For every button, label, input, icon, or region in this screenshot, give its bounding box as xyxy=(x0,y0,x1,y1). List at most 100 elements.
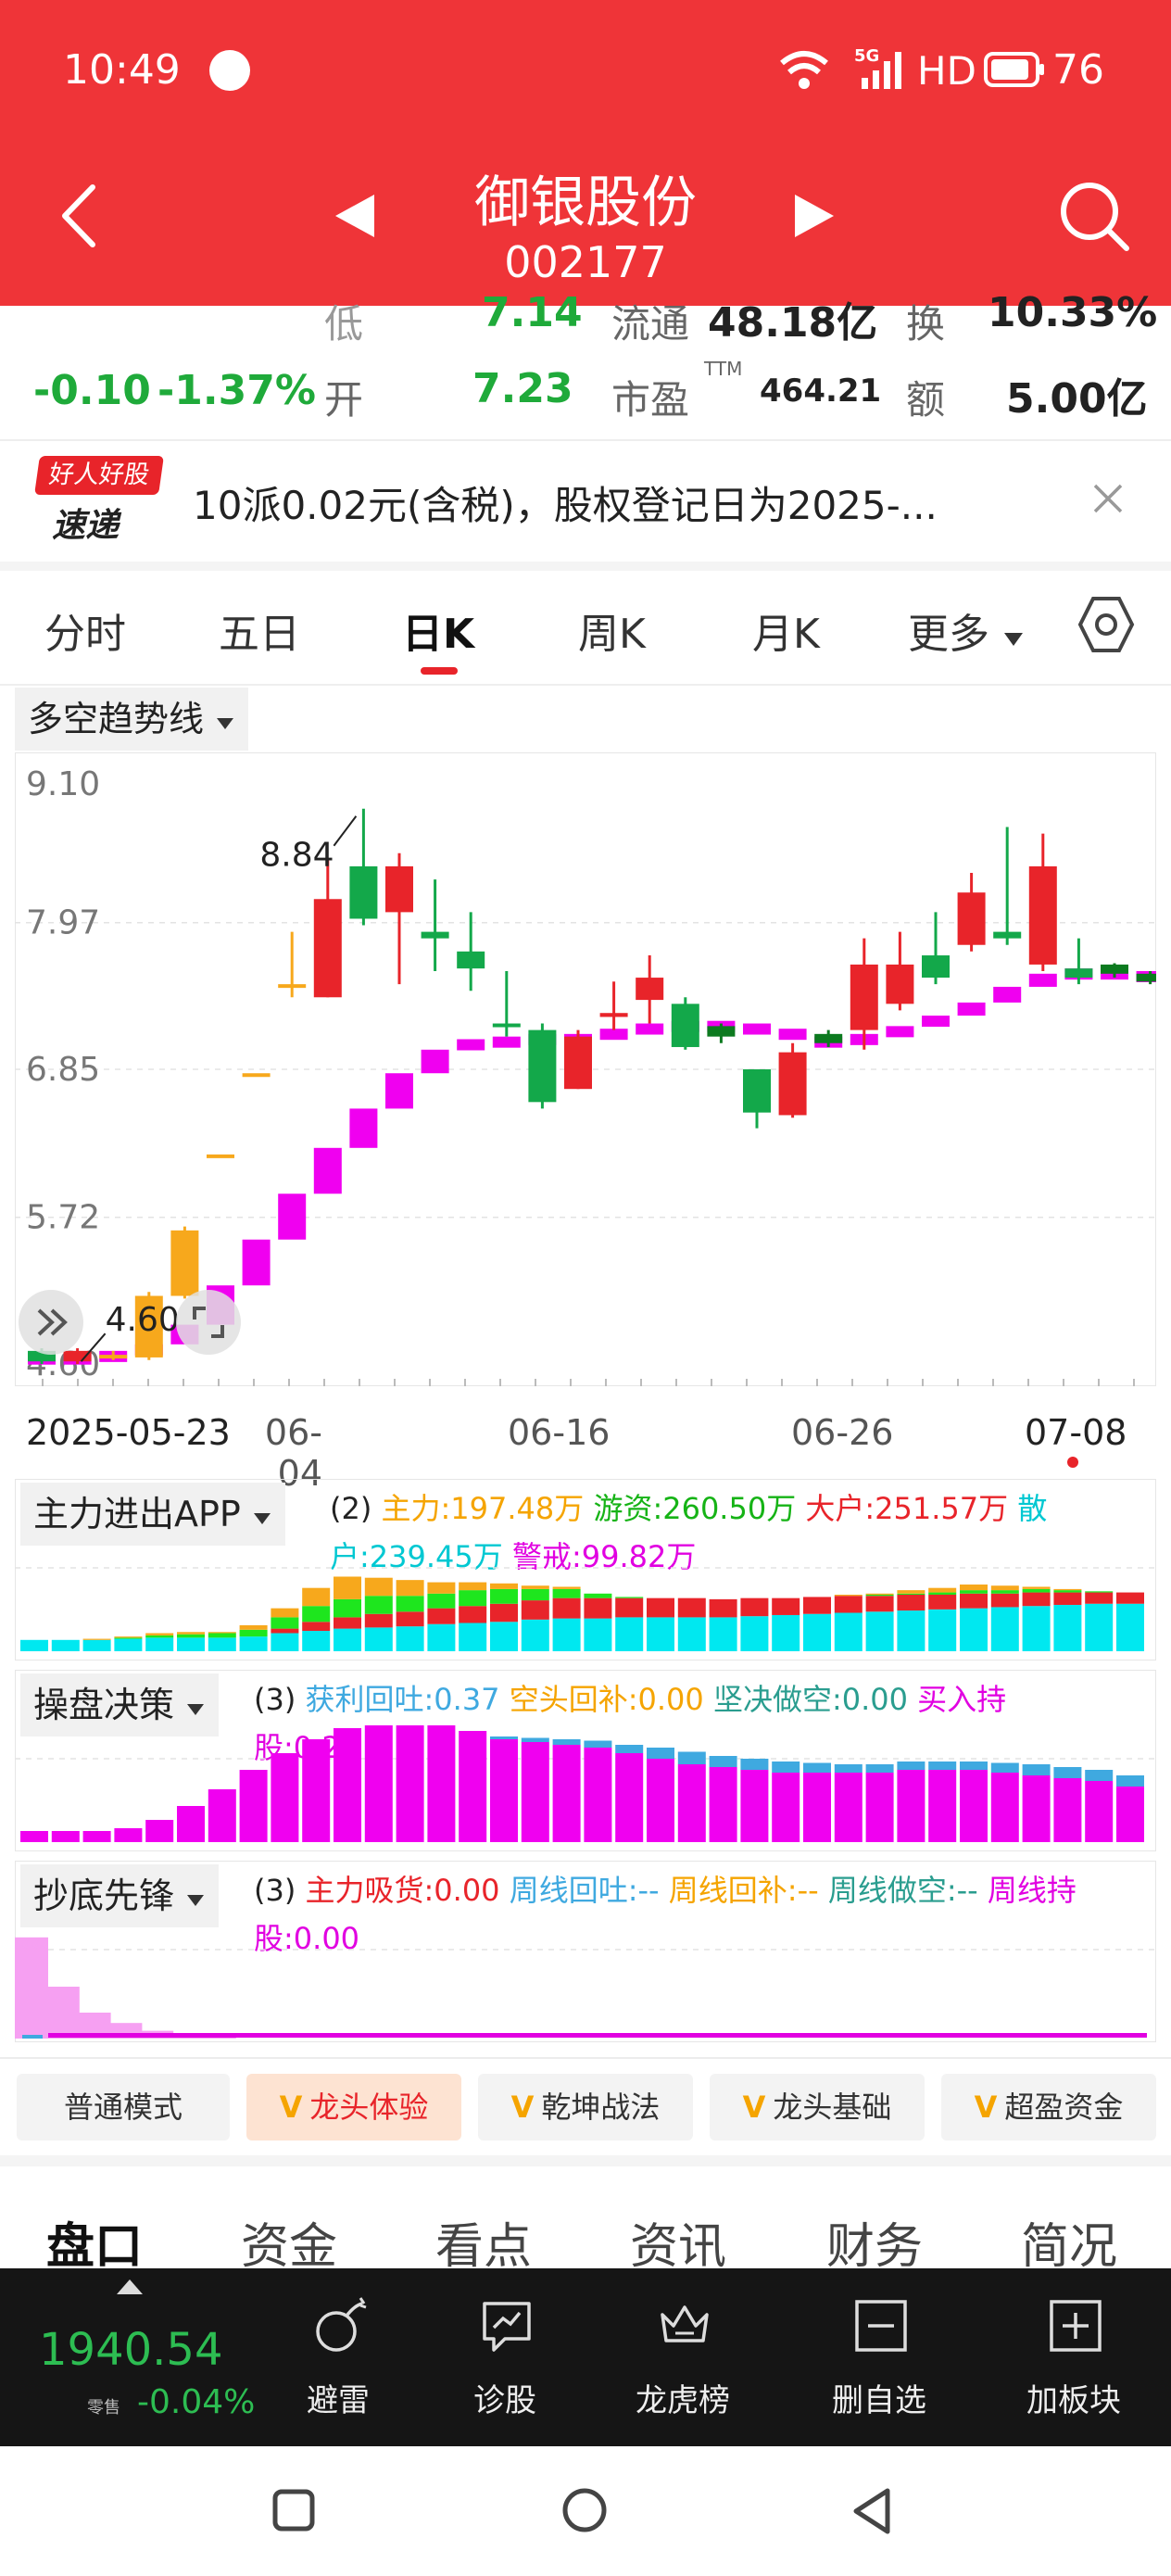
mode-normal-button[interactable]: 普通模式 xyxy=(17,2074,230,2140)
red-bar xyxy=(990,1593,1019,1608)
back-icon[interactable] xyxy=(850,2487,893,2535)
prev-stock-icon[interactable] xyxy=(334,193,376,239)
expand-left-button[interactable] xyxy=(19,1290,83,1355)
candle-body xyxy=(886,964,914,1004)
magenta-bar xyxy=(615,1753,644,1842)
orange-bar xyxy=(145,1633,174,1635)
magenta-bar xyxy=(1085,1781,1114,1842)
green-bar xyxy=(928,1592,957,1595)
mode-longtou-tiyan-button[interactable]: V 龙头体验 xyxy=(246,2074,461,2140)
home-icon[interactable] xyxy=(561,2487,608,2533)
pe-value: 464.21 xyxy=(760,373,882,410)
tab-wuri[interactable]: 五日 xyxy=(219,611,300,658)
indicator2-selector[interactable]: 操盘决策 xyxy=(20,1673,220,1736)
add-sector-button[interactable]: 加板块 xyxy=(1004,2268,1143,2446)
tab-rik[interactable]: 日K xyxy=(402,611,475,658)
blue-bar xyxy=(834,1764,863,1773)
candle-body xyxy=(1101,964,1128,974)
network-type: 5G xyxy=(854,46,880,66)
news-banner[interactable]: 好人好股 速递 10派0.02元(含税)，股权登记日为2025-... xyxy=(0,441,1171,562)
chart-chat-icon xyxy=(483,2302,531,2352)
cyan-bar xyxy=(427,1623,456,1651)
orange-bar xyxy=(114,1636,143,1638)
battery-icon xyxy=(984,52,1044,87)
bomb-icon xyxy=(316,2297,367,2352)
mode-longtou-jichu-button[interactable]: V 龙头基础 xyxy=(710,2074,925,2140)
x-label-end: 07-08 xyxy=(1025,1412,1127,1453)
red-bar xyxy=(928,1595,957,1610)
action-label: 避雷 xyxy=(307,2382,370,2419)
indicator3-selector[interactable]: 抄底先锋 xyxy=(20,1864,220,1927)
candle-body xyxy=(1136,973,1156,982)
avoid-risk-button[interactable]: 避雷 xyxy=(269,2268,408,2446)
tab-zixun[interactable]: 资讯 xyxy=(630,2219,727,2275)
remove-watchlist-button[interactable]: 删自选 xyxy=(810,2268,949,2446)
tab-zhouk[interactable]: 周K xyxy=(578,611,646,658)
indicator3-chart xyxy=(15,1937,1156,2039)
tab-caiwu[interactable]: 财务 xyxy=(826,2219,924,2275)
fullscreen-button[interactable] xyxy=(176,1290,241,1355)
recent-apps-icon[interactable] xyxy=(272,2489,315,2532)
diagnose-button[interactable]: 诊股 xyxy=(435,2268,574,2446)
pe-label: 市盈 xyxy=(611,377,690,423)
mode-qiankun-button[interactable]: V 乾坤战法 xyxy=(478,2074,693,2140)
mode-label: 龙头体验 xyxy=(309,2090,429,2125)
blue-bar xyxy=(647,1748,674,1759)
trend-block xyxy=(492,1036,521,1048)
tab-zijin[interactable]: 资金 xyxy=(241,2219,338,2275)
index-ticker[interactable]: 1940.54 零售 -0.04% xyxy=(0,2268,269,2446)
blue-bar xyxy=(1116,1775,1144,1787)
next-stock-icon[interactable] xyxy=(793,193,836,239)
cyan-bar xyxy=(990,1607,1019,1651)
cyan-bar xyxy=(177,1637,205,1651)
search-icon[interactable] xyxy=(1058,180,1132,254)
orange-bar xyxy=(364,1577,393,1597)
green-bar xyxy=(552,1588,581,1598)
indicator1-selector[interactable]: 主力进出APP xyxy=(20,1483,285,1546)
trend-block xyxy=(1028,973,1057,987)
legend-entry: 空头回补:0.00 xyxy=(509,1682,713,1717)
indicator-panel-1 xyxy=(15,1479,1156,1661)
trend-block xyxy=(421,1049,449,1074)
tab-kandian[interactable]: 看点 xyxy=(435,2219,533,2275)
dragon-tiger-button[interactable]: 龙虎榜 xyxy=(613,2268,752,2446)
magenta-bar xyxy=(960,1770,988,1842)
close-icon[interactable] xyxy=(1091,482,1125,515)
chart-overlay-selector[interactable]: 多空趋势线 xyxy=(15,688,249,751)
cyan-bar xyxy=(834,1612,863,1651)
settings-hexagon-icon[interactable] xyxy=(1075,593,1138,656)
tab-pankou[interactable]: 盘口 xyxy=(46,2219,144,2275)
red-bar xyxy=(615,1597,644,1618)
cyan-bar xyxy=(208,1637,236,1651)
y-tick-label: 6.85 xyxy=(26,1051,100,1089)
red-bar xyxy=(459,1606,487,1623)
cyan-bar xyxy=(1053,1604,1082,1651)
tab-more[interactable]: 更多 xyxy=(908,600,1025,660)
kline-chart[interactable]: 9.107.976.855.724.608.844.60 xyxy=(15,752,1156,1386)
back-arrow-icon[interactable] xyxy=(56,182,102,250)
orange-bar xyxy=(271,1608,299,1618)
legend-entry: 主力:197.48万 xyxy=(381,1491,594,1526)
red-bar xyxy=(834,1596,863,1613)
magenta-bar xyxy=(208,1789,236,1842)
cyan-bar xyxy=(459,1623,487,1651)
today-dot xyxy=(1067,1457,1078,1468)
cyan-bar xyxy=(239,1636,268,1651)
magenta-bar xyxy=(490,1739,518,1842)
trend-block xyxy=(993,986,1022,1003)
magenta-bar xyxy=(677,1764,706,1842)
tab-jiankuang[interactable]: 简况 xyxy=(1021,2219,1118,2275)
orange-bar xyxy=(897,1590,925,1594)
candle-body xyxy=(63,1350,92,1362)
candle-body xyxy=(778,1052,807,1116)
orange-bar xyxy=(1053,1588,1082,1591)
indicator1-title: 主力进出APP xyxy=(33,1494,241,1534)
candle-body xyxy=(1064,968,1093,979)
mode-label: 龙头基础 xyxy=(773,2090,892,2125)
candle-body xyxy=(528,1029,557,1103)
cyan-bar xyxy=(114,1638,143,1651)
mode-chaoying-button[interactable]: V 超盈资金 xyxy=(941,2074,1156,2140)
magenta-bar xyxy=(396,1725,424,1842)
tab-yuek[interactable]: 月K xyxy=(752,611,820,658)
tab-fenshi[interactable]: 分时 xyxy=(44,611,126,658)
